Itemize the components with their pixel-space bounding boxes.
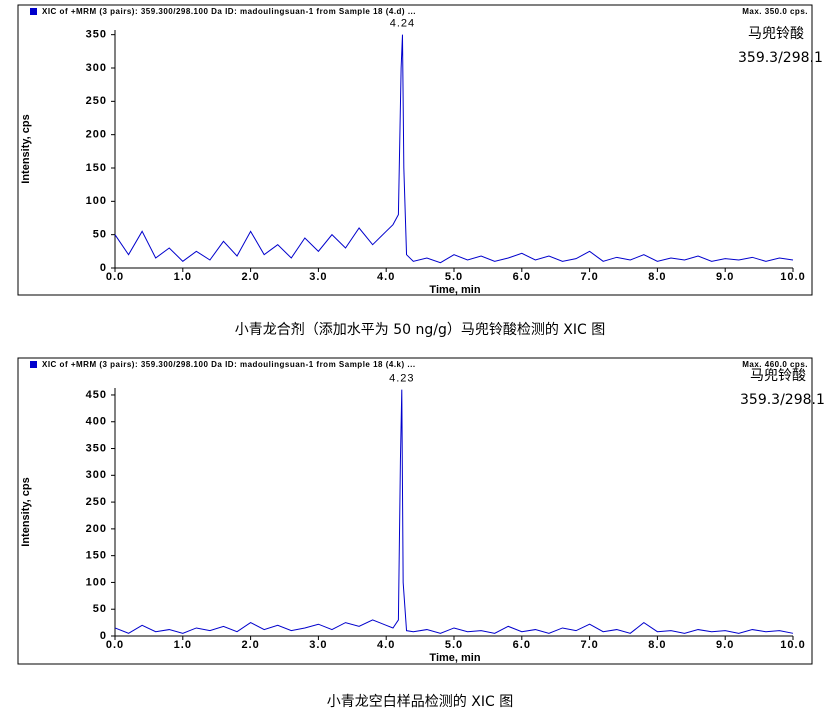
y-tick-label: 350 bbox=[86, 29, 107, 41]
x-tick-label: 7.0 bbox=[580, 271, 598, 283]
x-tick-label: 6.0 bbox=[513, 271, 531, 283]
x-tick-label: 5.0 bbox=[445, 271, 463, 283]
frame bbox=[17, 357, 813, 665]
annotation: 马兜铃酸 bbox=[750, 368, 806, 384]
y-tick-label: 300 bbox=[86, 469, 107, 481]
y-tick-label: 100 bbox=[86, 195, 107, 207]
y-tick-label: 400 bbox=[86, 416, 107, 428]
header: XIC of +MRM (3 pairs): 359.300/298.100 D… bbox=[42, 360, 416, 369]
x-tick-label: 0.0 bbox=[106, 271, 124, 283]
y-tick-label: 100 bbox=[86, 576, 107, 588]
annotation: 359.3/298.1 bbox=[740, 392, 825, 408]
legend-swatch bbox=[30, 8, 37, 15]
trace bbox=[114, 34, 794, 264]
y-tick-label: 0 bbox=[100, 630, 107, 642]
trace bbox=[114, 389, 794, 634]
x-tick-label: 5.0 bbox=[445, 639, 463, 651]
x-tick-label: 9.0 bbox=[716, 639, 734, 651]
peak-label: 4.23 bbox=[389, 373, 414, 385]
annotation: 359.3/298.1 bbox=[738, 50, 823, 66]
x-tick-label: 3.0 bbox=[309, 271, 327, 283]
x-axis-label: Time, min bbox=[429, 652, 480, 664]
y-tick-label: 300 bbox=[86, 62, 107, 74]
y-tick-label: 350 bbox=[86, 442, 107, 454]
annotation: 马兜铃酸 bbox=[748, 26, 804, 42]
x-tick-label: 2.0 bbox=[241, 271, 259, 283]
y-axis-label: Intensity, cps bbox=[20, 114, 32, 183]
frame bbox=[17, 4, 813, 296]
x-tick-label: 8.0 bbox=[648, 639, 666, 651]
x-axis-label: Time, min bbox=[429, 284, 480, 296]
x-tick-label: 1.0 bbox=[174, 639, 192, 651]
x-tick-label: 8.0 bbox=[648, 271, 666, 283]
x-tick-label: 4.0 bbox=[377, 639, 395, 651]
max-label: Max. 350.0 cps. bbox=[742, 7, 808, 16]
y-tick-label: 50 bbox=[93, 229, 107, 241]
x-tick-label: 10.0 bbox=[780, 271, 805, 283]
max-label: Max. 460.0 cps. bbox=[742, 360, 808, 369]
x-tick-label: 2.0 bbox=[241, 639, 259, 651]
y-tick-label: 250 bbox=[86, 496, 107, 508]
x-tick-label: 4.0 bbox=[377, 271, 395, 283]
x-tick-label: 7.0 bbox=[580, 639, 598, 651]
caption: 小青龙合剂（添加水平为 50 ng/g）马兜铃酸检测的 XIC 图 bbox=[235, 322, 605, 338]
y-tick-label: 50 bbox=[93, 603, 107, 615]
y-tick-label: 200 bbox=[86, 523, 107, 535]
x-tick-label: 10.0 bbox=[780, 639, 805, 651]
header: XIC of +MRM (3 pairs): 359.300/298.100 D… bbox=[42, 7, 416, 16]
y-tick-label: 150 bbox=[86, 162, 107, 174]
y-tick-label: 250 bbox=[86, 95, 107, 107]
y-axis-label: Intensity, cps bbox=[20, 477, 32, 546]
y-tick-label: 450 bbox=[86, 389, 107, 401]
y-tick-label: 0 bbox=[100, 262, 107, 274]
x-tick-label: 3.0 bbox=[309, 639, 327, 651]
legend-swatch bbox=[30, 361, 37, 368]
x-tick-label: 0.0 bbox=[106, 639, 124, 651]
x-tick-label: 6.0 bbox=[513, 639, 531, 651]
x-tick-label: 9.0 bbox=[716, 271, 734, 283]
y-tick-label: 150 bbox=[86, 550, 107, 562]
y-tick-label: 200 bbox=[86, 129, 107, 141]
peak-label: 4.24 bbox=[390, 18, 415, 30]
caption: 小青龙空白样品检测的 XIC 图 bbox=[327, 694, 513, 710]
x-tick-label: 1.0 bbox=[174, 271, 192, 283]
